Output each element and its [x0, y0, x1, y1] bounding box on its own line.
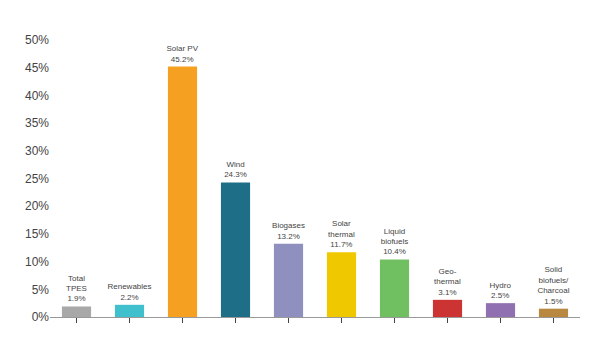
svg-text:5%: 5% [32, 283, 50, 297]
svg-text:Solarthermal11.7%: Solarthermal11.7% [328, 219, 355, 249]
svg-text:Renewables2.2%: Renewables2.2% [107, 282, 151, 301]
svg-text:Geo-thermal3.1%: Geo-thermal3.1% [434, 267, 461, 297]
svg-text:25%: 25% [25, 172, 49, 186]
svg-text:45%: 45% [25, 61, 49, 75]
svg-text:Liquidbiofuels10.4%: Liquidbiofuels10.4% [381, 227, 409, 257]
svg-text:TotalTPES1.9%: TotalTPES1.9% [66, 274, 87, 304]
svg-text:Hydro2.5%: Hydro2.5% [490, 281, 512, 300]
svg-text:20%: 20% [25, 199, 49, 213]
svg-text:Solar PV45.2%: Solar PV45.2% [166, 44, 198, 63]
svg-text:35%: 35% [25, 116, 49, 130]
svg-text:Biogases13.2%: Biogases13.2% [272, 221, 305, 240]
svg-text:50%: 50% [25, 33, 49, 47]
svg-text:15%: 15% [25, 227, 49, 241]
svg-text:10%: 10% [25, 255, 49, 269]
svg-text:0%: 0% [32, 310, 50, 324]
svg-text:40%: 40% [25, 89, 49, 103]
svg-text:30%: 30% [25, 144, 49, 158]
svg-text:Wind24.3%: Wind24.3% [224, 160, 247, 179]
svg-text:Solidbiofuels/Charcoal1.5%: Solidbiofuels/Charcoal1.5% [537, 265, 569, 305]
